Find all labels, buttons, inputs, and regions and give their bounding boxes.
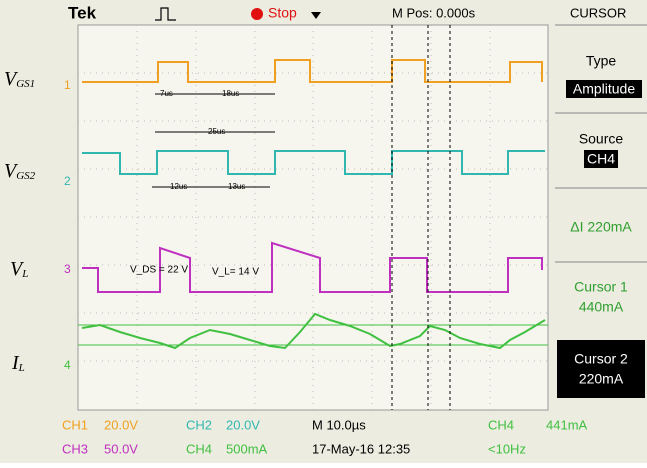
channel: CH4 [186,441,212,456]
menu-label[interactable]: Cursor 2 [574,351,628,367]
annotation: 25us [208,127,225,136]
run-state: Stop [268,5,297,21]
menu-label[interactable]: Cursor 1 [574,279,628,295]
frequency: <10Hz [488,441,526,456]
menu-title: CURSOR [570,5,626,20]
menu-value[interactable]: 440mA [579,299,624,315]
annotation: 7us [160,89,173,98]
channel-marker: 4 [64,358,71,372]
menu-value-box [557,340,645,398]
scale: 500mA [226,441,268,456]
annotation: V_L= 14 V [212,267,259,278]
scope-screenshot: Tek Stop M Pos: 0.000s CURSOR 7us 18us 2… [0,0,647,463]
menu-value[interactable]: CH4 [587,151,615,167]
annotation: 13us [228,182,245,191]
scale: 20.0V [226,417,260,432]
annotation: 12us [170,182,187,191]
channel: CH3 [62,441,88,456]
scale: 50.0V [104,441,138,456]
annotation: V_DS = 22 V [130,265,188,276]
channel: CH1 [62,417,88,432]
annotation: 18us [222,89,239,98]
channel-marker: 3 [64,262,71,276]
channel-marker: 1 [64,78,71,92]
channel-marker: 2 [64,174,71,188]
channel: CH2 [186,417,212,432]
position: M Pos: 0.000s [392,5,476,20]
date: 17-May-16 12:35 [312,441,410,456]
stop-icon [251,8,263,20]
menu-value[interactable]: 220mA [579,371,624,387]
channel: CH4 [488,417,514,432]
menu-value[interactable]: Amplitude [573,81,635,97]
delta-readout: ΔI 220mA [570,219,632,235]
menu-label[interactable]: Source [579,131,624,147]
brand: Tek [68,3,97,22]
timebase: M 10.0µs [312,417,366,432]
scale: 20.0V [104,417,138,432]
menu-label[interactable]: Type [586,53,617,69]
trigger-level: 441mA [546,417,588,432]
